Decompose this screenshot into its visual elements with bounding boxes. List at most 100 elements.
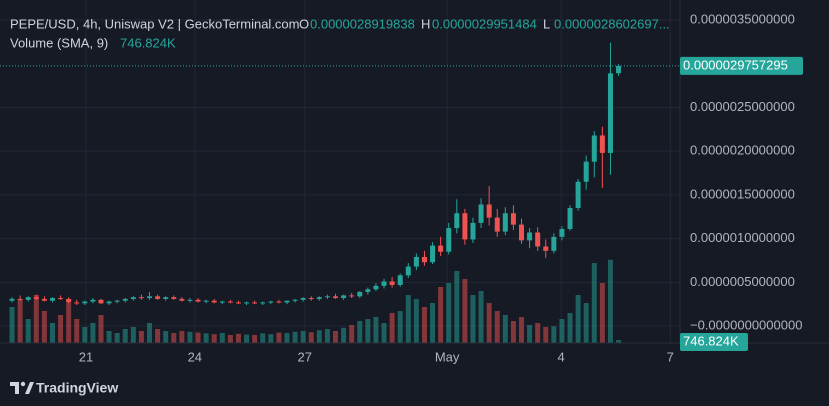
candle-body [316,297,322,299]
volume-bar [114,333,120,343]
volume-bar [187,331,193,343]
candle-body [155,296,161,299]
volume-bar [41,311,47,343]
candle-body [17,298,23,300]
volume-bar [308,332,314,343]
volume-bar [284,333,290,343]
volume-bar [543,327,549,343]
logo-part [25,382,34,394]
volume-bar [438,287,444,343]
volume-bar [179,331,185,343]
candle-body [470,222,476,240]
x-tick-label: 24 [188,349,202,364]
candle-body [486,204,492,218]
candle-body [147,296,153,299]
y-tick-label: 0.0000020000000 [690,143,795,158]
volume-bar [389,313,395,343]
volume-bar [333,331,339,343]
volume-bar [203,333,209,343]
candle-body [494,217,500,232]
y-tick-label: 0.0000015000000 [690,186,795,201]
volume-bar [365,319,371,343]
candle-body [478,204,484,223]
candle-body [462,213,468,240]
candle-body [292,299,298,301]
candle-body [98,299,104,304]
volume-bar [373,317,379,343]
candle-body [252,302,258,304]
volume-bar [155,329,161,343]
logo-part [10,382,19,394]
candle-body [138,297,144,299]
x-tick-label: 21 [79,349,93,364]
volume-bar [324,329,330,343]
volume-bar [58,315,64,343]
volume-bar [559,319,565,343]
legend-value: 0.0000029951484 [432,16,537,31]
volume-bar [527,325,533,343]
candle-body [430,245,436,263]
chart-title: PEPE/USD, 4h, Uniswap V2 | GeckoTerminal… [10,16,300,31]
candle-body [82,301,88,304]
volume-bar [583,303,589,343]
volume-bar [454,271,460,343]
logo-part [20,381,26,387]
x-tick-label: 4 [558,349,565,364]
volume-bar [494,311,500,343]
brand-logo [10,381,34,394]
candle-body [324,296,330,298]
volume-bar [575,295,581,343]
volume-bar [421,307,427,343]
volume-bar [446,283,452,343]
legend-key: L [543,16,550,31]
y-tick-label: 0.0000025000000 [690,99,795,114]
last-price-label: 0.0000029757295 [683,57,788,72]
volume-bar [49,323,55,343]
volume-bar [33,295,39,343]
legend-value: 0.0000028919838 [310,16,415,31]
candle-body [519,224,525,241]
volume-bar [341,327,347,343]
volume-bar [551,326,557,343]
candle-body [235,302,241,304]
candle-body [308,298,314,300]
volume-bar [599,283,605,343]
volume-bar [171,333,177,343]
candle-body [405,266,411,276]
candle-body [195,299,201,302]
candle-body [397,275,403,285]
volume-title: Volume (SMA, 9) [10,35,108,50]
candle-body [300,298,306,300]
candle-body [333,296,339,299]
legend-value: 0.0000028602697... [554,16,670,31]
candle-body [9,298,15,301]
volume-axis-label: 746.824K [683,333,739,348]
y-tick-label: 0.0000035000000 [690,11,795,26]
volume-bar [607,259,613,343]
candle-body [607,73,613,153]
candle-body [284,300,290,303]
candle-body [502,213,508,232]
brand: TradingView [36,380,118,396]
volume-bar [17,299,23,343]
candle-body [381,281,387,286]
candle-body [66,298,72,303]
candle-body [25,297,31,300]
candle-body [187,299,193,301]
volume-bar [397,311,403,343]
volume-panel [9,259,622,343]
volume-bar [519,317,525,343]
candle-body [179,298,185,301]
candle-body [203,300,209,302]
candle-body [276,301,282,303]
candle-body [211,300,217,303]
x-tick-label: 27 [298,349,312,364]
candle-body [510,213,516,225]
candle-body [33,297,39,299]
candle-body [438,245,444,252]
volume-bar [260,333,266,343]
volume-bar [357,321,363,343]
candle-body [567,208,573,229]
candle-body [58,298,64,300]
